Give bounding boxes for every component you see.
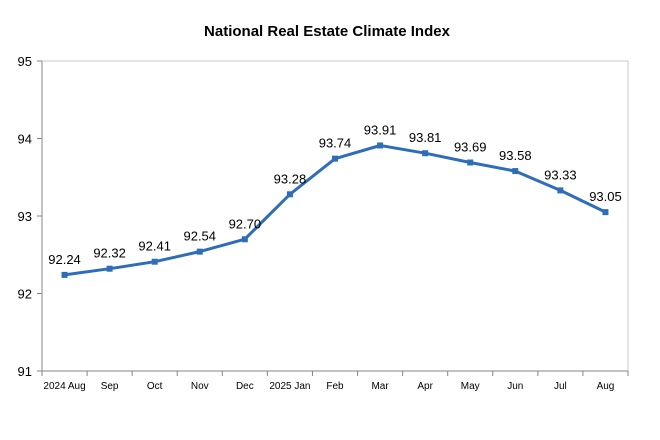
- y-tick-label: 95: [18, 54, 32, 69]
- data-point-label: 92.32: [93, 246, 126, 261]
- data-point-label: 92.24: [48, 252, 81, 267]
- data-point-marker: [196, 248, 203, 255]
- data-labels: 92.24 92.32 92.41 92.54 92.70 93.28 93.74 93.91…: [48, 122, 621, 266]
- data-point-marker: [241, 236, 248, 243]
- data-point-label: 93.74: [319, 136, 352, 151]
- data-point-marker: [106, 265, 113, 272]
- chart-title: National Real Estate Climate Index: [204, 23, 451, 40]
- data-point-marker: [602, 209, 609, 216]
- y-tick-label: 93: [18, 209, 32, 224]
- y-tick-label: 92: [18, 287, 32, 302]
- data-point-label: 93.91: [364, 122, 397, 137]
- x-tick-label: Feb: [326, 381, 344, 392]
- data-point-label: 93.28: [274, 171, 307, 186]
- x-tick-label: Aug: [597, 381, 615, 392]
- y-tick-label: 94: [18, 132, 32, 147]
- data-point-label: 92.70: [229, 216, 262, 231]
- data-point-marker: [61, 271, 68, 278]
- x-tick-label: 2025 Jan: [269, 381, 310, 392]
- x-tick-label: Jun: [507, 381, 523, 392]
- x-tick-label: Sep: [101, 381, 119, 392]
- data-point-marker: [422, 150, 429, 157]
- x-tick-label: Nov: [191, 381, 209, 392]
- data-point-marker: [512, 168, 519, 175]
- x-tick-label: May: [461, 381, 480, 392]
- data-point-marker: [332, 155, 338, 162]
- data-point-marker: [467, 159, 474, 166]
- x-tick-label: Mar: [371, 381, 389, 392]
- y-axis-ticks: 91 92 93 94 95: [18, 54, 42, 379]
- data-point-marker: [286, 191, 293, 198]
- data-point-label: 93.05: [589, 189, 622, 204]
- x-tick-label: Jul: [554, 381, 567, 392]
- data-point-label: 93.33: [544, 167, 577, 182]
- data-point-label: 93.58: [499, 148, 532, 163]
- data-point-label: 93.69: [454, 140, 487, 155]
- plot-area-frame: [41, 60, 629, 372]
- x-tick-label: Apr: [417, 381, 433, 392]
- x-tick-label: Dec: [236, 381, 254, 392]
- x-tick-label: Oct: [147, 381, 163, 392]
- y-tick-label: 91: [18, 364, 32, 379]
- data-point-marker: [557, 187, 564, 194]
- data-point-label: 92.54: [183, 229, 216, 244]
- data-point-label: 92.41: [138, 239, 171, 254]
- data-point-label: 93.81: [409, 130, 442, 145]
- series-markers: [61, 142, 609, 278]
- x-tick-label: 2024 Aug: [43, 381, 85, 392]
- x-axis-ticks: 2024 Aug Sep Oct Nov Dec 2025 Jan Feb Mar Apr May…: [41, 371, 629, 392]
- data-point-marker: [377, 142, 384, 149]
- data-point-marker: [151, 258, 158, 265]
- series-line: [63, 144, 607, 277]
